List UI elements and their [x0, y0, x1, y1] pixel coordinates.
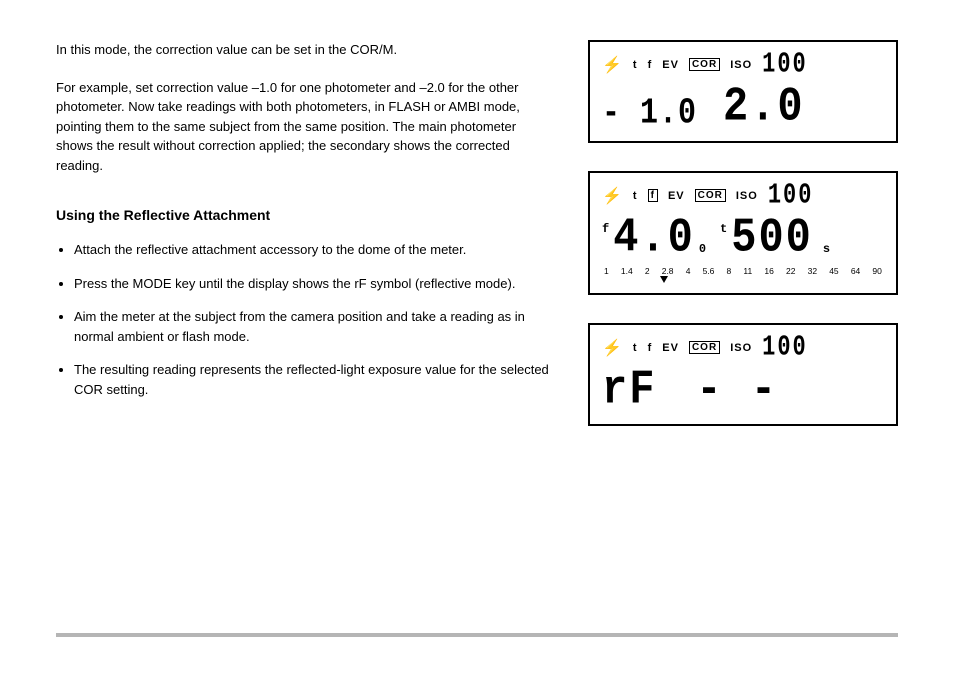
footer-rule	[56, 633, 898, 637]
flash-icon: ⚡	[602, 338, 623, 358]
flash-icon: ⚡	[602, 186, 623, 206]
scale-tick: 1.4	[621, 266, 633, 276]
scale-tick: 2.8	[662, 266, 674, 276]
scale-tick: 22	[786, 266, 795, 276]
iso-label: ISO	[730, 342, 752, 354]
lcd-panel-reflective: ⚡ t f EV COR ISO 100 rF - -	[588, 323, 898, 426]
flash-icon: ⚡	[602, 55, 623, 75]
rf-mode-label: rF	[602, 362, 656, 417]
iso-label: ISO	[736, 190, 758, 202]
iso-label: ISO	[730, 59, 752, 71]
iso-value: 100	[768, 179, 814, 212]
list-item: Press the MODE key until the display sho…	[74, 274, 556, 294]
scale-tick: 2	[645, 266, 650, 276]
f-prefix: f	[602, 222, 609, 236]
aperture-scale: 1 1.4 2 2.8 4 5.6 8 11 16 22 32 45 64 90	[602, 266, 884, 276]
cor-box: COR	[695, 189, 726, 202]
t-prefix: t	[720, 222, 727, 236]
list-item: The resulting reading represents the ref…	[74, 360, 556, 399]
scale-pointer-icon	[660, 276, 668, 283]
ev-label: EV	[662, 342, 679, 354]
instruction-list: Attach the reflective attachment accesso…	[56, 240, 556, 399]
scale-tick: 45	[829, 266, 838, 276]
f-label: f	[648, 59, 653, 71]
aperture-value: 4.0	[613, 210, 695, 265]
iso-value: 100	[762, 48, 808, 81]
lcd-panel-correction: ⚡ t f EV COR ISO 100 - 1.0 2.0	[588, 40, 898, 143]
scale-tick: 1	[604, 266, 609, 276]
section-heading: Using the Reflective Attachment	[56, 205, 556, 226]
correction-value-1: - 1.0	[602, 94, 697, 135]
lcd-panel-aperture-shutter: ⚡ t f EV COR ISO 100 f 4.0 0 t 500 s	[588, 171, 898, 295]
t-label: t	[633, 59, 638, 71]
cor-box: COR	[689, 341, 720, 354]
ev-label: EV	[662, 59, 679, 71]
ev-label: EV	[668, 190, 685, 202]
aperture-tenth: 0	[699, 242, 706, 256]
cor-box: COR	[689, 58, 720, 71]
f-label: f	[648, 342, 653, 354]
t-label: t	[633, 342, 638, 354]
iso-value: 100	[762, 331, 808, 364]
scale-tick: 5.6	[703, 266, 715, 276]
scale-tick: 8	[727, 266, 732, 276]
seconds-label: s	[823, 242, 830, 256]
t-label: t	[633, 190, 638, 202]
scale-tick: 16	[764, 266, 773, 276]
scale-tick: 4	[686, 266, 691, 276]
list-item: Attach the reflective attachment accesso…	[74, 240, 556, 260]
intro-para-1: In this mode, the correction value can b…	[56, 40, 556, 60]
shutter-value: 500	[731, 210, 813, 265]
f-box: f	[648, 189, 658, 202]
rf-value: - -	[696, 362, 778, 417]
list-item: Aim the meter at the subject from the ca…	[74, 307, 556, 346]
correction-value-2: 2.0	[723, 79, 805, 134]
scale-tick: 11	[743, 266, 752, 276]
intro-para-2: For example, set correction value –1.0 f…	[56, 78, 556, 176]
scale-tick: 32	[808, 266, 817, 276]
scale-tick: 64	[851, 266, 860, 276]
scale-tick: 90	[872, 266, 881, 276]
